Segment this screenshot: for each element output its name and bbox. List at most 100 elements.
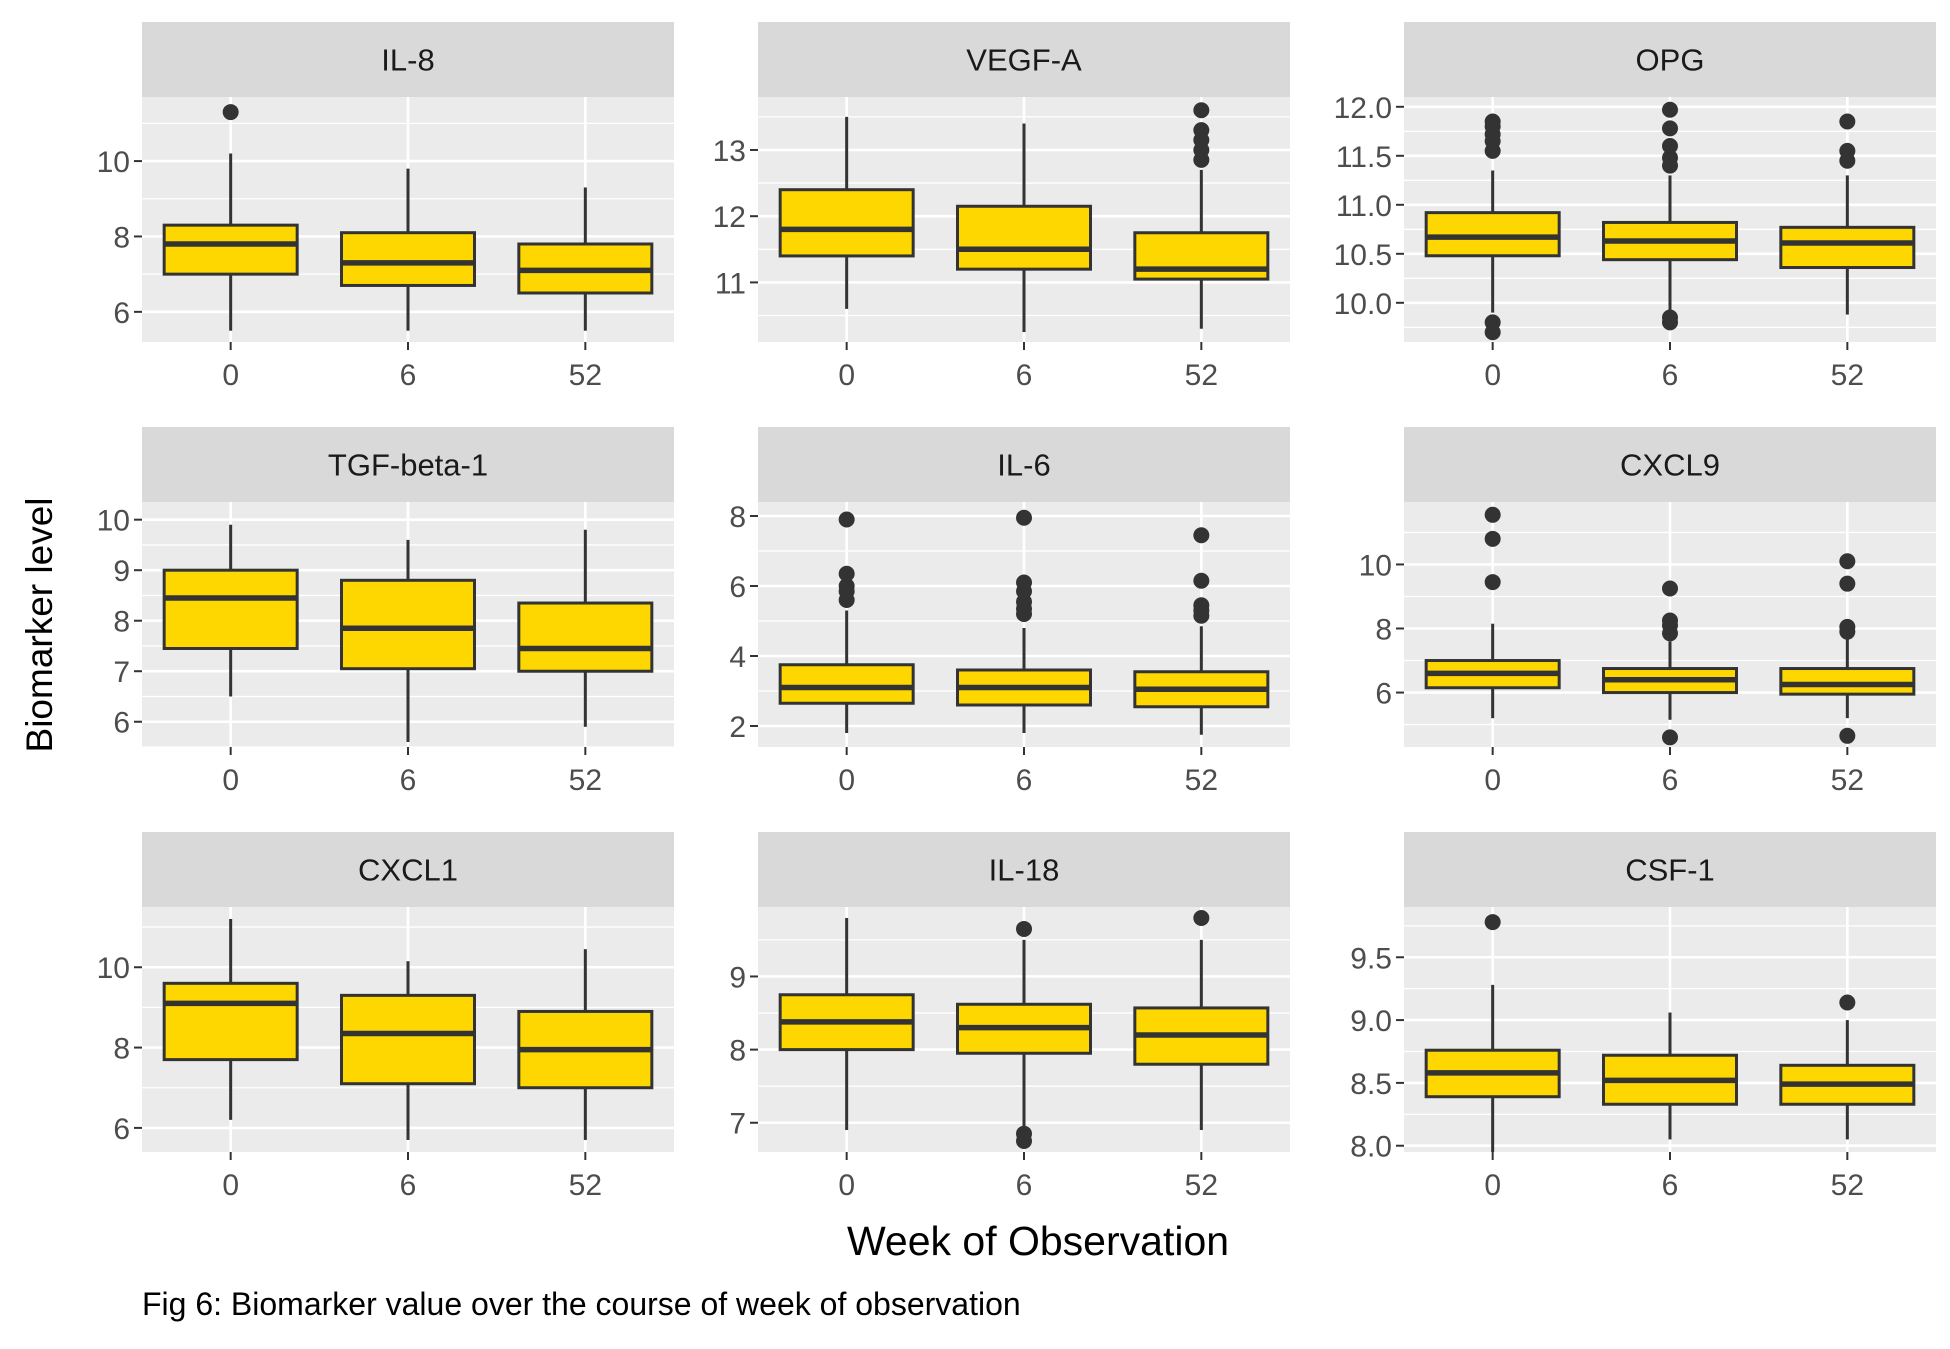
facet-panel-cxcl1: CXCL1 6 8 10 0 6 52 (97, 832, 674, 1202)
box-6 (956, 920, 1092, 1150)
x-tick-label: 0 (838, 764, 855, 797)
figure-caption: Fig 6: Biomarker value over the course o… (142, 1286, 1021, 1322)
x-tick-label: 6 (1016, 764, 1033, 797)
outlier-point (1484, 914, 1501, 931)
x-tick-label: 6 (1016, 1169, 1033, 1202)
box-iqr (778, 663, 915, 705)
facet-strip (1404, 832, 1936, 907)
y-tick-label: 6 (1375, 678, 1392, 711)
outlier-point (1662, 101, 1678, 118)
y-tick-label: 8 (113, 221, 130, 254)
y-tick-label: 10 (1359, 549, 1392, 582)
facet-title: IL-18 (989, 853, 1060, 888)
outlier-point (1839, 553, 1856, 570)
box-iqr (1133, 231, 1270, 281)
x-axis-title: Week of Observation (847, 1218, 1229, 1264)
y-tick-label: 9.0 (1350, 1005, 1392, 1038)
facet-panel-opg: OPG 10.0 10.5 11.0 11.5 12.0 0 6 52 (1334, 22, 1936, 392)
x-tick-label: 0 (222, 764, 239, 797)
box-52 (1779, 553, 1916, 744)
box-6 (340, 539, 476, 742)
box-iqr (1779, 225, 1916, 270)
box-0 (778, 917, 915, 1131)
y-tick-label: 9 (113, 555, 130, 588)
box-iqr (1424, 211, 1561, 258)
outlier-point (1016, 574, 1032, 591)
y-tick-label: 8.0 (1350, 1131, 1392, 1164)
y-tick-label: 7 (729, 1108, 746, 1141)
facet-title: CXCL1 (358, 853, 458, 888)
facet-strip (142, 22, 674, 97)
box-6 (340, 961, 476, 1140)
outlier-point (1662, 120, 1678, 137)
y-tick-label: 8 (729, 501, 746, 534)
box-6 (956, 123, 1092, 333)
facet-panel-tgf-beta-1: TGF-beta-1 6 7 8 9 10 0 6 52 (97, 427, 674, 797)
outlier-point (838, 511, 855, 528)
x-tick-label: 6 (400, 1169, 417, 1202)
facet-strip (142, 832, 674, 907)
outlier-point (1016, 920, 1032, 937)
y-tick-label: 8 (113, 606, 130, 639)
outlier-point (1193, 572, 1210, 589)
x-tick-label: 0 (1484, 359, 1501, 392)
outlier-point (1193, 909, 1210, 926)
box-iqr (162, 568, 299, 650)
box-6 (956, 509, 1092, 733)
box-0 (1424, 506, 1561, 719)
y-tick-label: 10 (97, 505, 130, 538)
x-tick-label: 52 (1185, 764, 1218, 797)
box-0 (1424, 113, 1561, 341)
x-tick-label: 52 (569, 1169, 602, 1202)
y-tick-label: 6 (729, 571, 746, 604)
outlier-point (1662, 580, 1678, 597)
box-6 (1602, 1012, 1738, 1140)
outlier-point (1662, 309, 1678, 326)
x-tick-label: 0 (838, 359, 855, 392)
outlier-point (1016, 1125, 1032, 1142)
y-tick-label: 10.5 (1334, 239, 1392, 272)
facet-panel-il-18: IL-18 7 8 9 0 6 52 (729, 832, 1290, 1202)
facet-panel-vegf-a: VEGF-A 11 12 13 0 6 52 (713, 22, 1290, 392)
outlier-point (1662, 612, 1678, 629)
y-tick-label: 11.0 (1336, 190, 1392, 223)
x-tick-label: 0 (1484, 1169, 1501, 1202)
x-tick-label: 52 (1185, 359, 1218, 392)
outlier-point (1839, 727, 1856, 744)
x-tick-label: 52 (1185, 1169, 1218, 1202)
outlier-point (1484, 530, 1501, 547)
outlier-point (1839, 575, 1856, 592)
x-tick-label: 0 (838, 1169, 855, 1202)
y-tick-label: 12 (713, 201, 746, 234)
x-tick-label: 6 (1662, 1169, 1679, 1202)
y-tick-label: 6 (113, 1113, 130, 1146)
x-tick-label: 6 (1662, 764, 1679, 797)
x-tick-label: 0 (222, 1169, 239, 1202)
y-tick-label: 2 (729, 711, 746, 744)
box-0 (778, 116, 915, 309)
box-iqr (162, 981, 299, 1062)
x-tick-label: 52 (1831, 764, 1864, 797)
box-iqr (778, 188, 915, 258)
box-0 (162, 524, 299, 697)
box-6 (340, 168, 476, 331)
outlier-point (1484, 506, 1501, 523)
outlier-point (1839, 113, 1856, 130)
x-tick-label: 6 (1662, 359, 1679, 392)
box-52 (1133, 527, 1270, 735)
box-iqr (1779, 667, 1916, 696)
x-tick-label: 52 (1831, 1169, 1864, 1202)
facet-strip (758, 832, 1290, 907)
box-52 (1133, 909, 1270, 1131)
box-52 (517, 949, 654, 1140)
outlier-point (1193, 597, 1210, 614)
outlier-point (222, 104, 239, 121)
facet-panels: IL-8 6 8 10 0 6 52 VEGF-A 11 12 13 0 6 52 OPG 10.0 10.5 1… (97, 22, 1936, 1202)
y-tick-label: 11 (715, 267, 746, 300)
outlier-point (838, 565, 855, 582)
outlier-point (1839, 142, 1856, 159)
y-tick-label: 10 (97, 952, 130, 985)
y-tick-label: 10.0 (1334, 288, 1392, 321)
box-52 (1779, 994, 1916, 1140)
